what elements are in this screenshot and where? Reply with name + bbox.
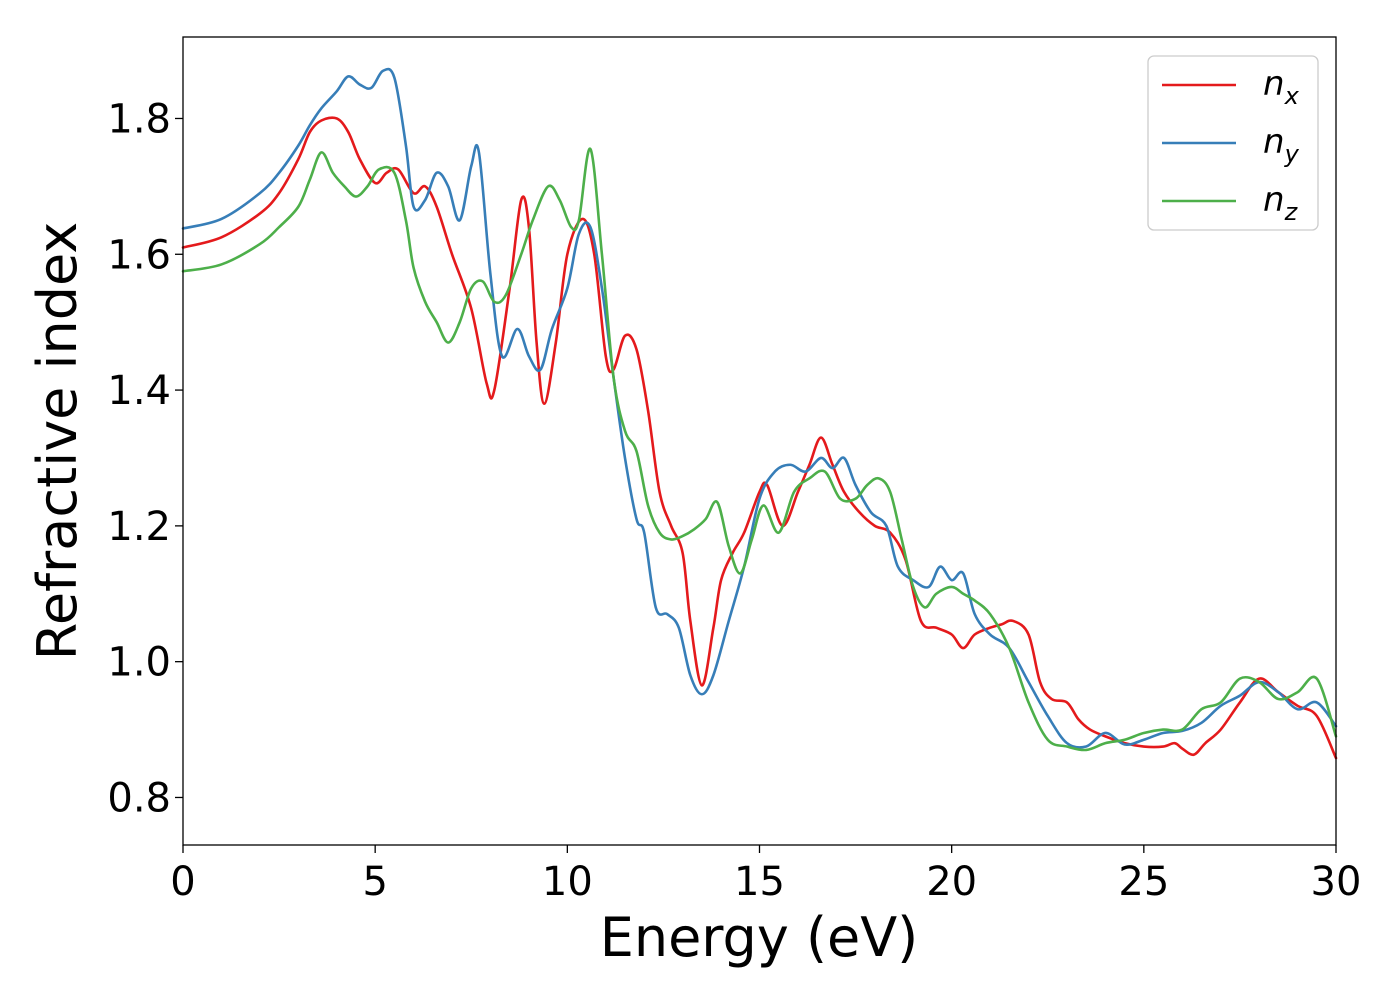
series-line-nz bbox=[181, 147, 1338, 752]
y-tick-label: 1.2 bbox=[107, 504, 171, 550]
y-tick-label: 1.0 bbox=[107, 640, 171, 686]
y-axis-ticks: 0.8 1.0 1.2 1.4 1.6 1.8 bbox=[107, 96, 183, 821]
x-tick-label: 30 bbox=[1311, 859, 1362, 905]
series-line-nx bbox=[181, 116, 1338, 760]
series-layer bbox=[181, 67, 1338, 760]
y-axis-title: Refractive index bbox=[26, 222, 89, 661]
x-tick-label: 5 bbox=[362, 859, 387, 905]
y-tick-label: 1.6 bbox=[107, 232, 171, 278]
x-axis-ticks: 0 5 10 15 20 25 30 bbox=[170, 845, 1361, 905]
series-line-ny bbox=[181, 67, 1338, 749]
legend-subscript: y bbox=[1284, 140, 1300, 168]
x-tick-label: 10 bbox=[542, 859, 593, 905]
legend-subscript: x bbox=[1284, 82, 1300, 110]
x-tick-label: 15 bbox=[734, 859, 785, 905]
x-tick-label: 20 bbox=[926, 859, 977, 905]
x-axis-title: Energy (eV) bbox=[600, 906, 919, 969]
x-tick-label: 0 bbox=[170, 859, 195, 905]
y-tick-label: 0.8 bbox=[107, 775, 171, 821]
y-tick-label: 1.8 bbox=[107, 96, 171, 142]
legend-subscript: z bbox=[1284, 198, 1299, 226]
y-tick-label: 1.4 bbox=[107, 368, 171, 414]
x-tick-label: 25 bbox=[1118, 859, 1169, 905]
